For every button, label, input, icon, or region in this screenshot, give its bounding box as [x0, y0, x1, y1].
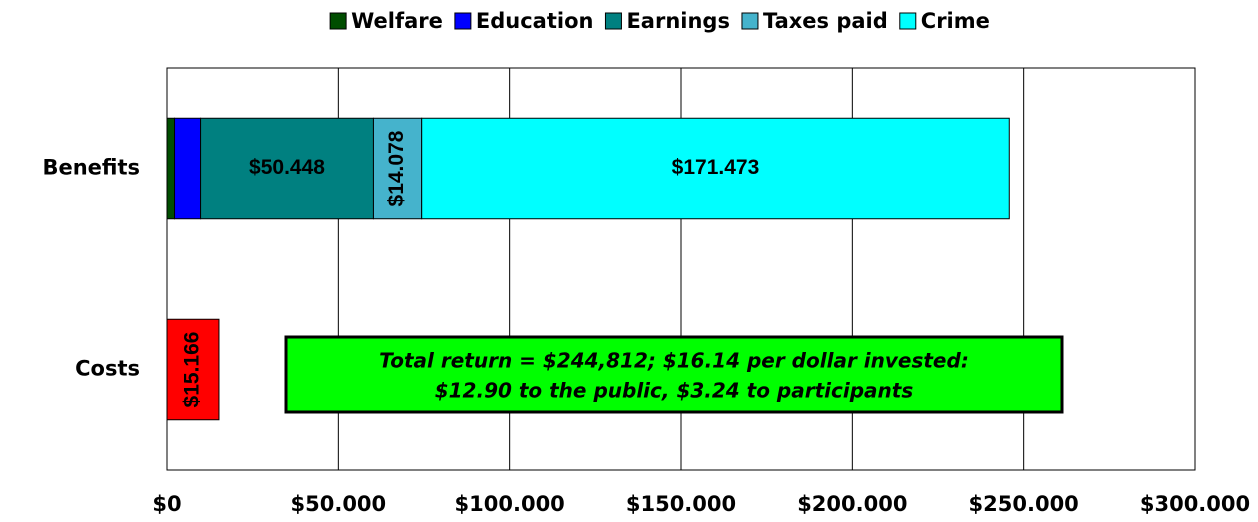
bar-segment — [200, 117, 374, 220]
legend-swatch — [899, 12, 917, 30]
data-label: $171.473 — [672, 156, 760, 179]
legend: Welfare Education Earnings Taxes paid Crime — [329, 9, 990, 33]
legend-label: Crime — [921, 9, 990, 33]
bar-segment — [421, 117, 1010, 220]
x-tick-label: $300.000 — [1140, 492, 1250, 516]
legend-swatch — [604, 12, 622, 30]
data-label: $15.166 — [181, 332, 204, 408]
legend-label: Education — [476, 9, 594, 33]
bar-segment — [166, 318, 220, 421]
bar-segment — [166, 117, 176, 220]
legend-swatch — [741, 12, 759, 30]
data-label: $50.448 — [249, 156, 325, 179]
bar-segment — [174, 117, 202, 220]
x-tick-label: $150.000 — [626, 492, 736, 516]
y-tick-label: Benefits — [42, 156, 140, 180]
annotation-box — [284, 335, 1064, 414]
annotation-text: Total return = $244,812; $16.14 per doll… — [379, 349, 969, 373]
x-tick-label: $0 — [152, 492, 181, 516]
legend-label: Welfare — [351, 9, 443, 33]
bar-segment — [372, 117, 423, 220]
x-tick-label: $100.000 — [455, 492, 565, 516]
data-label: $14.078 — [385, 130, 408, 206]
x-tick-label: $50.000 — [291, 492, 387, 516]
x-tick-label: $250.000 — [969, 492, 1079, 516]
legend-label: Taxes paid — [763, 9, 888, 33]
y-tick-label: Costs — [75, 357, 140, 381]
legend-swatch — [329, 12, 347, 30]
legend-label: Earnings — [626, 9, 730, 33]
x-tick-label: $200.000 — [797, 492, 907, 516]
annotation-text: $12.90 to the public, $3.24 to participa… — [435, 379, 914, 403]
legend-swatch — [454, 12, 472, 30]
